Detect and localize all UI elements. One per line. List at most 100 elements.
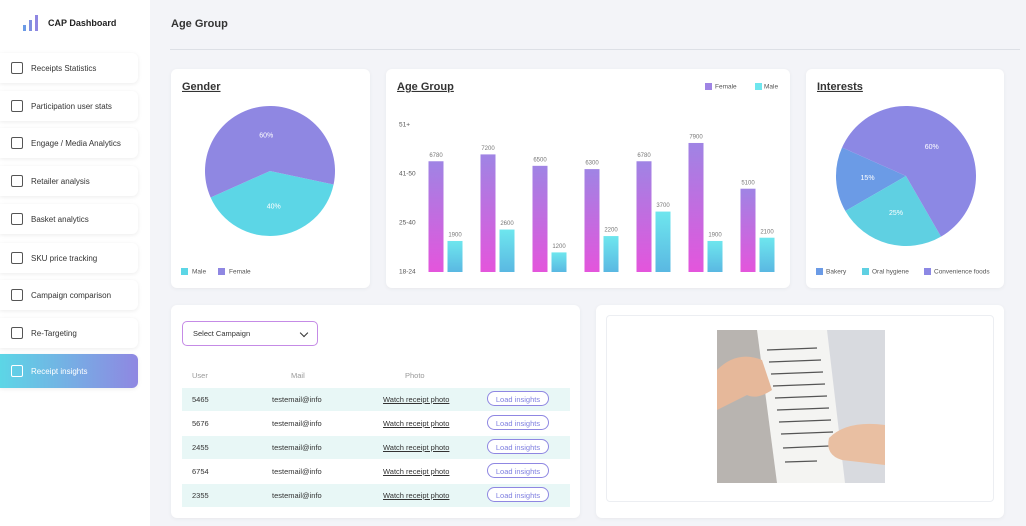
nav-item[interactable]: Engage / Media Analytics	[0, 128, 138, 158]
nav-item[interactable]: Campaign comparison	[0, 280, 138, 310]
nav-icon	[11, 365, 23, 377]
nav-label: Campaign comparison	[31, 290, 112, 300]
legend-swatch	[755, 83, 762, 90]
bar-value-label: 6500	[533, 157, 547, 163]
bar	[447, 240, 463, 272]
nav-item[interactable]: Basket analytics	[0, 204, 138, 234]
email: testemail@info	[272, 443, 322, 452]
brand: CAP Dashboard	[22, 14, 116, 32]
legend-swatch	[181, 268, 188, 275]
nav-label: Participation user stats	[31, 101, 112, 111]
nav-label: Re-Targeting	[31, 328, 77, 338]
bar-value-label: 7200	[481, 146, 495, 152]
y-tick-label: 25-40	[399, 220, 416, 227]
chart-title: Interests	[817, 81, 863, 93]
legend-swatch	[862, 268, 869, 275]
bar-value-label: 6780	[429, 153, 443, 159]
nav-label: SKU price tracking	[31, 253, 98, 263]
bar	[499, 229, 515, 272]
bar-value-label: 2200	[604, 228, 618, 234]
gender-card: Gender 40% 60% Male Female	[171, 69, 370, 288]
nav-icon	[11, 252, 23, 264]
insights-button[interactable]: Load insights	[487, 487, 549, 502]
slice-label: 15%	[861, 175, 875, 182]
insights-button[interactable]: Load insights	[487, 415, 549, 430]
y-tick-label: 51+	[399, 122, 410, 129]
photo-link[interactable]: Watch receipt photo	[383, 491, 450, 500]
table-row: 5465 testemail@info Watch receipt photo Loa…	[182, 388, 570, 411]
user-id: 2355	[192, 491, 209, 500]
bar-value-label: 1200	[552, 244, 566, 250]
nav-icon	[11, 137, 23, 149]
nav-item[interactable]: Re-Targeting	[0, 318, 138, 348]
insights-button[interactable]: Load insights	[487, 463, 549, 478]
user-id: 5676	[192, 419, 209, 428]
photo-link[interactable]: Watch receipt photo	[383, 443, 450, 452]
bar-value-label: 2100	[760, 229, 774, 235]
legend-swatch	[705, 83, 712, 90]
bar-value-label: 2600	[500, 221, 514, 227]
chart-title: Gender	[182, 81, 221, 93]
legend-swatch	[218, 268, 225, 275]
email: testemail@info	[272, 419, 322, 428]
bar-value-label: 7900	[689, 135, 703, 141]
slice-label: 40%	[267, 203, 281, 210]
table-row: 2455 testemail@info Watch receipt photo Loa…	[182, 436, 570, 459]
bar	[655, 211, 671, 272]
nav-label: Basket analytics	[31, 214, 89, 224]
legend-label: Male	[764, 84, 778, 91]
legend-swatch	[924, 268, 931, 275]
legend-label: Male	[192, 269, 206, 276]
photo-link[interactable]: Watch receipt photo	[383, 395, 450, 404]
photo-frame	[606, 315, 994, 502]
email: testemail@info	[272, 491, 322, 500]
insights-button[interactable]: Load insights	[487, 391, 549, 406]
nav-item[interactable]: Receipts Statistics	[0, 53, 138, 83]
column-header: Mail	[291, 371, 305, 380]
slice-label: 60%	[925, 144, 939, 151]
photo-card	[596, 305, 1004, 518]
bar	[428, 161, 444, 272]
nav-label: Receipts Statistics	[31, 63, 97, 73]
y-tick-label: 41-50	[399, 171, 416, 178]
pie-slice	[836, 147, 906, 211]
pie-slice	[210, 171, 334, 237]
campaign-card: Select Campaign User Mail Photo 5465 test…	[171, 305, 580, 518]
nav-item[interactable]: Receipt insights	[0, 354, 138, 388]
nav-item[interactable]: Retailer analysis	[0, 166, 138, 196]
nav-item[interactable]: SKU price tracking	[0, 243, 138, 273]
legend-label: Female	[229, 269, 251, 276]
pie-slice	[842, 105, 976, 237]
page-title: Age Group	[171, 18, 228, 30]
email: testemail@info	[272, 467, 322, 476]
receipt-photo	[717, 330, 885, 483]
user-id: 5465	[192, 395, 209, 404]
bar-value-label: 6300	[585, 161, 599, 167]
nav-icon	[11, 100, 23, 112]
legend-label: Oral hygiene	[872, 269, 909, 276]
y-tick-label: 18-24	[399, 269, 416, 276]
nav-label: Retailer analysis	[31, 176, 90, 186]
nav-label: Receipt insights	[31, 366, 88, 376]
table-row: 2355 testemail@info Watch receipt photo Loa…	[182, 484, 570, 507]
insights-button[interactable]: Load insights	[487, 439, 549, 454]
bar	[740, 188, 756, 272]
divider	[170, 49, 1020, 50]
photo-link[interactable]: Watch receipt photo	[383, 467, 450, 476]
interests-card: Interests 15% 25% 60% Bakery Oral hygiene Conv…	[806, 69, 1004, 288]
campaign-select[interactable]: Select Campaign	[182, 321, 318, 346]
bar	[603, 236, 619, 272]
user-id: 2455	[192, 443, 209, 452]
chart: Gender 40% 60% Male Female	[181, 81, 335, 276]
nav-label: Engage / Media Analytics	[31, 138, 121, 148]
bar	[584, 169, 600, 272]
bar	[480, 154, 496, 272]
bar	[551, 252, 567, 272]
photo-link[interactable]: Watch receipt photo	[383, 419, 450, 428]
nav-item[interactable]: Participation user stats	[0, 91, 138, 121]
email: testemail@info	[272, 395, 322, 404]
chevron	[299, 328, 309, 338]
pie-slice	[205, 106, 335, 198]
brand-logo	[23, 15, 38, 31]
bar	[707, 240, 723, 272]
